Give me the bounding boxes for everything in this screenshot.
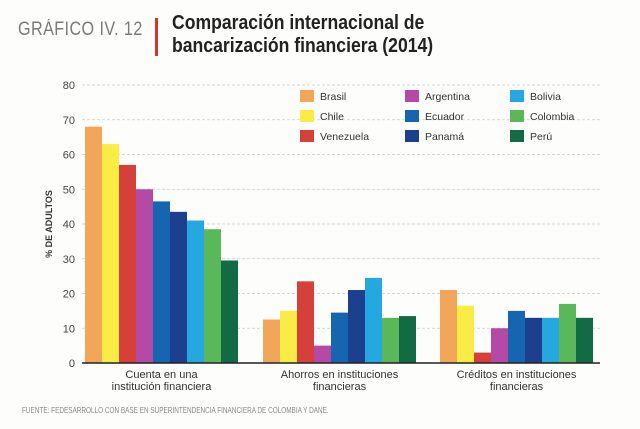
legend-swatch [510, 110, 524, 122]
bar-colombia [204, 229, 221, 363]
legend-label: Argentina [425, 91, 470, 103]
bar-argentina [491, 328, 508, 363]
legend-label: Ecuador [425, 111, 465, 123]
bar-colombia [559, 303, 576, 363]
bar-perú [576, 317, 593, 363]
legend-swatch [510, 130, 524, 142]
category-label: financieras [313, 381, 367, 393]
y-tick-label: 30 [63, 254, 75, 266]
legend-label: Colombia [530, 111, 575, 123]
bar-brasil [263, 319, 280, 363]
bar-argentina [136, 189, 153, 363]
bar-brasil [85, 126, 102, 363]
bar-brasil [440, 290, 457, 363]
y-tick-label: 70 [63, 115, 75, 127]
bar-panamá [525, 317, 542, 363]
chart-title: Comparación internacional de bancarizació… [172, 12, 433, 58]
title-line-1: Comparación internacional de [172, 12, 425, 34]
legend-swatch [405, 110, 419, 122]
legend-swatch [405, 90, 419, 102]
title-divider [155, 18, 158, 56]
bar-panamá [170, 211, 187, 363]
bar-ecuador [331, 312, 348, 363]
bar-ecuador [153, 201, 170, 363]
y-tick-label: 40 [63, 219, 75, 231]
bar-venezuela [474, 352, 491, 363]
y-tick-label: 20 [63, 289, 75, 301]
category-label: Ahorros en instituciones [281, 369, 399, 381]
title-line-2: bancarización financiera (2014) [172, 35, 434, 57]
figure-number: GRÁFICO IV. 12 [18, 19, 143, 40]
bar-argentina [314, 345, 331, 363]
bar-bolivia [365, 277, 382, 363]
legend-label: Venezuela [320, 131, 369, 143]
y-axis-label: % DE ADULTOS [44, 190, 54, 258]
legend-label: Chile [320, 111, 344, 123]
source-note: FUENTE: FEDESARROLLO CON BASE EN SUPERIN… [22, 406, 329, 415]
legend-label: Brasil [320, 91, 346, 103]
legend-swatch [300, 110, 314, 122]
y-tick-label: 60 [63, 150, 75, 162]
y-tick-label: 80 [63, 80, 75, 92]
bar-venezuela [119, 164, 136, 363]
category-label: financieras [490, 381, 544, 393]
bar-chile [280, 310, 297, 363]
bar-bolivia [542, 317, 559, 363]
category-label: institución financiera [112, 381, 213, 393]
bar-panamá [348, 290, 365, 363]
category-label: Cuenta en una [125, 369, 198, 381]
y-tick-label: 0 [69, 358, 75, 370]
legend-label: Perú [530, 131, 552, 143]
legend-swatch [300, 130, 314, 142]
bar-bolivia [187, 220, 204, 363]
bar-chile [102, 144, 119, 363]
bar-venezuela [297, 281, 314, 363]
legend-swatch [405, 130, 419, 142]
legend-swatch [510, 90, 524, 102]
bar-ecuador [508, 310, 525, 363]
category-label: Créditos en instituciones [457, 369, 577, 381]
legend-swatch [300, 90, 314, 102]
legend-label: Bolivia [530, 91, 561, 103]
y-tick-label: 50 [63, 184, 75, 196]
bar-colombia [382, 317, 399, 363]
bar-perú [399, 316, 416, 363]
bar-chile [457, 305, 474, 363]
bar-perú [221, 260, 238, 363]
legend-label: Panamá [425, 131, 464, 143]
y-tick-label: 10 [63, 323, 75, 335]
